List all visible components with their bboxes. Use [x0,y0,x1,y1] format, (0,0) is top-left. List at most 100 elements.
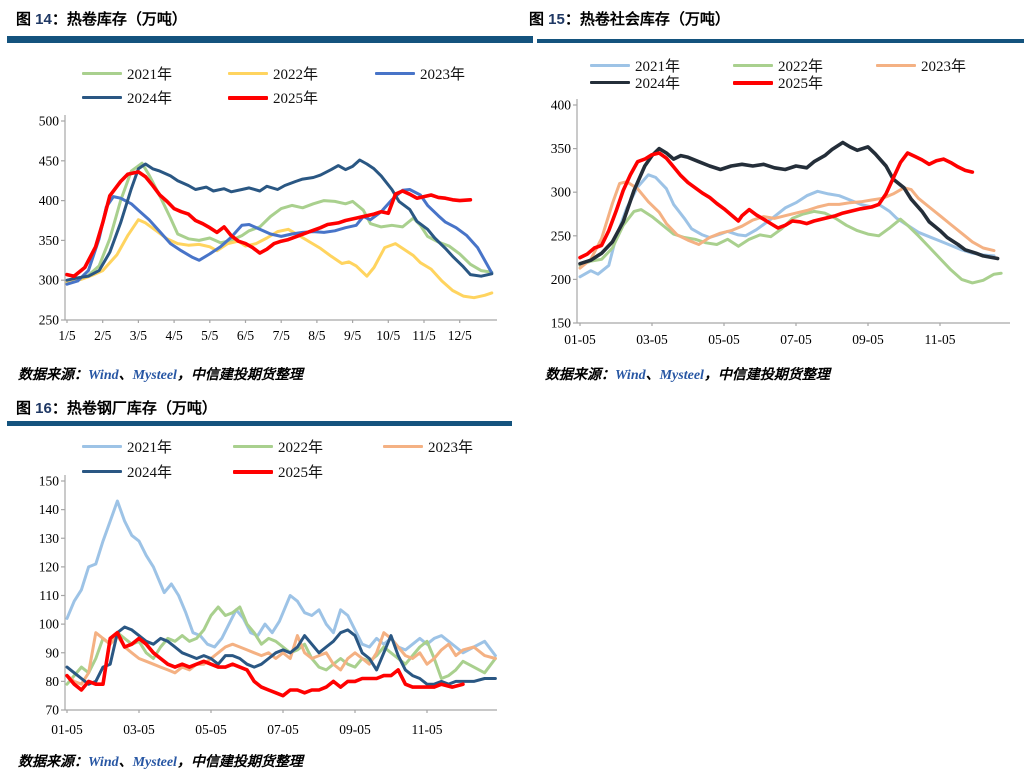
series-line-2024年 [65,158,494,282]
series-line-2023年 [65,188,494,286]
figure-number: 14 [35,11,52,28]
x-axis-label: 05-05 [195,722,227,737]
figure-15-title: 图 15：热卷社会库存（万吨） [529,8,730,29]
figure-15-plot: 150 200 250 300 350 400 01-05 03-05 05-05 07-05 09… [551,98,1010,347]
legend-label: 2025年 [278,465,324,481]
legend-item-2025年: 2025年 [233,461,323,482]
y-axis-label: 200 [551,272,572,287]
x-axis-label: 01-05 [564,332,596,347]
legend-item-2021年: 2021年 [590,55,680,76]
legend-label: 2023年 [420,67,466,83]
legend-swatch [228,72,268,75]
y-axis-label: 250 [551,228,572,243]
legend-label: 2022年 [278,440,324,456]
x-axis-label: 07-05 [780,332,812,347]
figure-14-source: 数据来源：Wind、Mysteel，中信建投期货整理 [18,364,303,384]
x-axis-label: 03-05 [636,332,668,347]
source-separator: 、 [645,368,660,383]
source-wind: Wind [88,368,119,383]
legend-swatch [82,72,122,75]
source-mysteel: Mysteel [132,755,177,770]
legend-item-2023年: 2023年 [375,63,465,84]
legend-swatch [733,80,773,85]
legend-swatch [82,96,122,99]
source-mysteel: Mysteel [659,368,704,383]
legend-label: 2021年 [635,59,681,75]
series-line-2021年 [65,161,494,285]
title-divider [7,36,533,43]
source-separator: 、 [118,368,133,383]
x-axis-label: 01-05 [51,722,83,737]
legend-swatch [228,95,268,100]
series-line-2022年 [65,218,494,300]
series-line-2022年 [578,208,1003,285]
figure-15-source: 数据来源：Wind、Mysteel，中信建投期货整理 [545,364,830,384]
legend-swatch [82,445,122,448]
figure-14-title: 图 14：热卷库存（万吨） [16,8,187,29]
legend-label: 2023年 [428,440,474,456]
y-axis-label: 90 [46,645,60,660]
legend-item-2021年: 2021年 [82,436,172,457]
legend-item-2022年: 2022年 [233,436,323,457]
x-axis-label: 10/5 [376,328,400,343]
source-org: 中信建投期货整理 [717,368,830,383]
y-axis-label: 100 [39,617,60,632]
legend-label: 2022年 [778,59,824,75]
x-axis-label: 05-05 [708,332,740,347]
legend-item-2022年: 2022年 [733,55,823,76]
x-axis-label: 12/5 [448,328,472,343]
figure-16-source: 数据来源：Wind、Mysteel，中信建投期货整理 [18,751,303,771]
legend-item-2022年: 2022年 [228,63,318,84]
source-wind: Wind [615,368,646,383]
source-comma: ， [176,755,191,770]
y-axis-label: 400 [551,98,572,113]
legend-swatch [375,72,415,75]
figure-14-plot: 250 300 350 400 450 500 1/5 2/5 3/5 4/5 5/5 6/5 7/5 8… [39,114,497,343]
y-axis-label: 350 [551,141,572,156]
figure-label: 图 [16,11,36,28]
y-axis-label: 70 [46,703,60,718]
legend-label: 2021年 [127,67,173,83]
legend-swatch [733,64,773,67]
legend-swatch [233,445,273,448]
legend-item-2023年: 2023年 [876,55,966,76]
source-mysteel: Mysteel [132,368,177,383]
y-axis-label: 250 [39,313,60,328]
y-axis-label: 400 [39,193,60,208]
legend-swatch [876,64,916,67]
figure-number: 16 [35,400,52,417]
source-separator: 、 [118,755,133,770]
x-axis-label: 7/5 [273,328,291,343]
source-org: 中信建投期货整理 [190,755,303,770]
series-line-2023年 [65,631,497,686]
source-label: 数据来源： [18,755,88,770]
y-axis-label: 450 [39,153,60,168]
figure-label: 图 [529,11,549,28]
y-axis-label: 150 [39,474,60,489]
x-axis-label: 9/5 [344,328,362,343]
x-axis-label: 6/5 [237,328,255,343]
legend-label: 2024年 [127,465,173,481]
series-line-2021年 [578,173,996,279]
figure-label: 图 [16,400,36,417]
source-comma: ， [703,368,718,383]
legend-swatch [383,445,423,448]
x-axis-label: 4/5 [165,328,183,343]
x-axis-label: 2/5 [94,328,112,343]
source-org: 中信建投期货整理 [190,368,303,383]
y-axis-label: 300 [551,185,572,200]
x-axis-label: 5/5 [201,328,219,343]
y-axis-label: 80 [46,674,60,689]
legend-item-2024年: 2024年 [590,72,680,93]
legend-label: 2024年 [635,76,681,92]
x-axis-label: 1/5 [58,328,76,343]
legend-swatch [590,64,630,67]
figure-name: ：热卷钢厂库存（万吨） [51,400,217,417]
legend-label: 2024年 [127,91,173,107]
legend-item-2025年: 2025年 [733,72,823,93]
source-label: 数据来源： [545,368,615,383]
legend-label: 2021年 [127,440,173,456]
series-line-2024年 [65,625,497,686]
series-line-2025年 [65,170,473,279]
series-line-2023年 [578,180,996,270]
